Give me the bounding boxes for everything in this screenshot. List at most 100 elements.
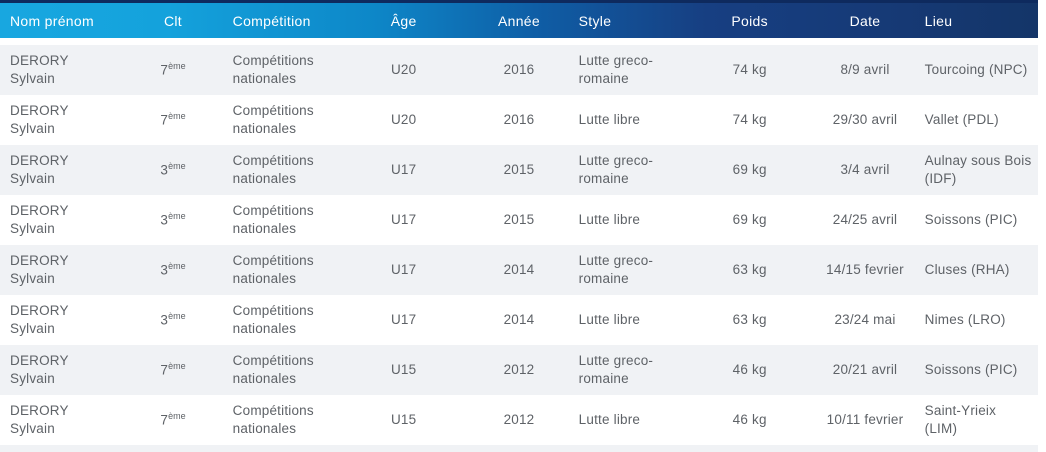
cell-competition: Compétitions nationales [232, 252, 314, 286]
cell-style: Lutte greco-romaine [578, 352, 654, 386]
rank-number: 3 [160, 262, 169, 278]
cell-weight: 46 kg [732, 411, 767, 427]
cell-age: U17 [390, 261, 417, 277]
column-header-date: Date [849, 12, 881, 29]
cell-weight: 63 kg [732, 311, 767, 327]
rank-number: 3 [160, 312, 169, 328]
cell-location: Soissons (PIC) [924, 211, 1018, 227]
cell-year: 2014 [503, 261, 535, 277]
cell-year: 2016 [503, 61, 535, 77]
cell-name: DERORY Sylvain [10, 52, 69, 86]
cell-date: 14/15 fevrier [826, 261, 904, 277]
rank-number: 3 [160, 212, 169, 228]
cell-rank: 7ème [115, 360, 230, 380]
cell-age: U17 [390, 311, 417, 327]
column-header-competition: Compétition [232, 12, 311, 29]
cell-rank: 3ème [115, 310, 230, 330]
table-row: DERORY Sylvain 3ème Compétitions nationa… [0, 145, 1038, 195]
column-header-style: Style [578, 12, 612, 29]
partial-next-row [0, 445, 1038, 452]
cell-year: 2015 [503, 161, 535, 177]
cell-weight: 69 kg [732, 211, 767, 227]
rank-suffix: ème [168, 411, 186, 422]
cell-location: Vallet (PDL) [924, 111, 999, 127]
cell-style: Lutte libre [578, 311, 641, 327]
rank-suffix: ème [168, 211, 186, 222]
cell-competition: Compétitions nationales [232, 352, 314, 386]
cell-name: DERORY Sylvain [10, 252, 69, 286]
column-header-age: Âge [390, 12, 417, 29]
cell-style: Lutte libre [578, 111, 641, 127]
table-body: DERORY Sylvain 7ème Compétitions nationa… [0, 45, 1038, 445]
cell-competition: Compétitions nationales [232, 52, 314, 86]
cell-age: U15 [390, 411, 417, 427]
rank-number: 3 [160, 162, 169, 178]
cell-competition: Compétitions nationales [232, 302, 314, 336]
cell-competition: Compétitions nationales [232, 202, 314, 236]
rank-suffix: ème [168, 161, 186, 172]
rank-suffix: ème [168, 361, 186, 372]
cell-age: U15 [390, 361, 417, 377]
cell-style: Lutte libre [578, 411, 641, 427]
cell-date: 10/11 fevrier [826, 411, 904, 427]
cell-location: Nimes (LRO) [924, 311, 1006, 327]
cell-date: 8/9 avril [840, 61, 890, 77]
rank-suffix: ème [168, 61, 186, 72]
table-row: DERORY Sylvain 7ème Compétitions nationa… [0, 95, 1038, 145]
cell-location: Aulnay sous Bois (IDF) [924, 152, 1032, 186]
cell-name: DERORY Sylvain [10, 202, 69, 236]
cell-year: 2012 [503, 411, 535, 427]
cell-competition: Compétitions nationales [232, 402, 314, 436]
cell-date: 24/25 avril [832, 211, 898, 227]
cell-weight: 63 kg [732, 261, 767, 277]
column-header-annee: Année [498, 12, 540, 29]
cell-name: DERORY Sylvain [10, 152, 69, 186]
cell-competition: Compétitions nationales [232, 102, 314, 136]
column-header-clt: Clt [163, 12, 182, 29]
rank-suffix: ème [168, 311, 186, 322]
cell-rank: 7ème [115, 410, 230, 430]
cell-weight: 69 kg [732, 161, 767, 177]
cell-style: Lutte greco-romaine [578, 252, 654, 286]
cell-age: U20 [390, 111, 417, 127]
cell-date: 3/4 avril [840, 161, 890, 177]
cell-style: Lutte libre [578, 211, 641, 227]
table-row: DERORY Sylvain 3ème Compétitions nationa… [0, 245, 1038, 295]
cell-weight: 74 kg [732, 111, 767, 127]
cell-year: 2015 [503, 211, 535, 227]
column-header-nom-prenom: Nom prénom [10, 12, 94, 29]
cell-location: Tourcoing (NPC) [924, 61, 1028, 77]
column-header-lieu: Lieu [924, 12, 953, 29]
table-row: DERORY Sylvain 3ème Compétitions nationa… [0, 295, 1038, 345]
cell-name: DERORY Sylvain [10, 302, 69, 336]
cell-location: Saint-Yrieix (LIM) [924, 402, 997, 436]
cell-name: DERORY Sylvain [10, 352, 69, 386]
cell-weight: 74 kg [732, 61, 767, 77]
cell-rank: 7ème [115, 60, 230, 80]
column-header-poids: Poids [731, 12, 768, 29]
rank-number: 7 [160, 412, 169, 428]
cell-location: Cluses (RHA) [924, 261, 1010, 277]
cell-style: Lutte greco-romaine [578, 52, 654, 86]
rank-number: 7 [160, 362, 169, 378]
cell-age: U20 [390, 61, 417, 77]
cell-date: 20/21 avril [832, 361, 898, 377]
cell-weight: 46 kg [732, 361, 767, 377]
cell-rank: 3ème [115, 260, 230, 280]
cell-year: 2016 [503, 111, 535, 127]
table-row: DERORY Sylvain 3ème Compétitions nationa… [0, 195, 1038, 245]
cell-rank: 7ème [115, 110, 230, 130]
cell-age: U17 [390, 211, 417, 227]
cell-rank: 3ème [115, 210, 230, 230]
cell-rank: 3ème [115, 160, 230, 180]
table-row: DERORY Sylvain 7ème Compétitions nationa… [0, 345, 1038, 395]
rank-number: 7 [160, 112, 169, 128]
table-row: DERORY Sylvain 7ème Compétitions nationa… [0, 395, 1038, 445]
table-header-row: Nom prénom Clt Compétition Âge Année Sty… [0, 0, 1038, 38]
cell-date: 29/30 avril [832, 111, 898, 127]
cell-age: U17 [390, 161, 417, 177]
cell-competition: Compétitions nationales [232, 152, 314, 186]
cell-style: Lutte greco-romaine [578, 152, 654, 186]
rank-suffix: ème [168, 111, 186, 122]
